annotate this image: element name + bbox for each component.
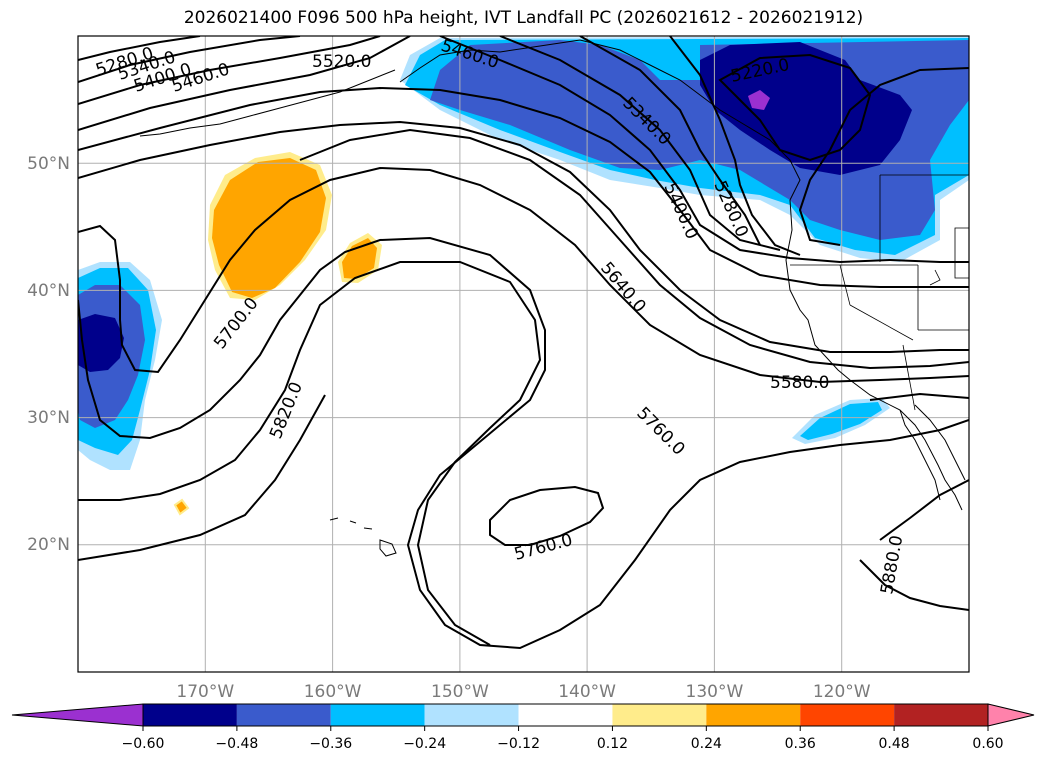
- colorbar-bin: [424, 704, 519, 726]
- contour-5880-east: [859, 559, 969, 611]
- contour-label: 5580.0: [770, 373, 829, 393]
- contour-5400-mid: [499, 36, 781, 251]
- ivt-positive-orange: [212, 158, 326, 298]
- colorbar-bin: [143, 704, 237, 726]
- colorbar-bin: [706, 704, 801, 726]
- hawaii-islands: [329, 517, 397, 557]
- contour-5700-east: [869, 392, 969, 401]
- lon-label: 140°W: [558, 682, 616, 702]
- colorbar: −0.60 −0.48 −0.36 −0.24 −0.12 0.12 0.24 0.36 0.4…: [11, 703, 1035, 752]
- gulf-of-california: [914, 404, 966, 481]
- colorbar-tick-label: 0.48: [879, 736, 910, 752]
- contour-5820: [78, 261, 542, 646]
- contour-5220-east: [798, 67, 969, 246]
- colorbar-tick-label: −0.36: [309, 736, 352, 752]
- colorbar-bin: [236, 704, 331, 726]
- colorbar-extend-low: [11, 703, 144, 727]
- contour-5280-mid: [669, 36, 801, 256]
- contour-5760-north: [78, 236, 969, 650]
- baja-peninsula: [899, 409, 941, 501]
- contour-5220: [718, 53, 872, 162]
- contour-5460-north: [78, 36, 411, 131]
- colorbar-bin: [800, 704, 895, 726]
- contour-label: 5520.0: [312, 52, 371, 72]
- height-contours: [78, 36, 969, 650]
- contour-5460-mid: [439, 36, 969, 264]
- contour-5340-mid: [579, 36, 761, 246]
- contour-5520: [78, 86, 969, 288]
- gridlines: [78, 36, 969, 672]
- colorbar-frame: [142, 703, 989, 727]
- ivt-west-dark-blue: [78, 314, 124, 372]
- contour-5880: [78, 394, 326, 561]
- colorbar-tick-label: 0.12: [597, 736, 628, 752]
- ivt-socal-cyan: [800, 402, 882, 440]
- lon-label: 130°W: [686, 682, 744, 702]
- lat-label: 40°N: [27, 281, 70, 301]
- colorbar-extend-high: [987, 703, 1035, 727]
- aleutian-chain: [139, 69, 396, 137]
- lon-label: 170°W: [176, 682, 234, 702]
- contour-5760-south: [489, 485, 605, 546]
- ivt-positive-tiny: [173, 498, 190, 516]
- ivt-region-dark-blue: [700, 42, 912, 175]
- ivt-region-purple: [748, 90, 770, 110]
- contour-5580: [78, 120, 969, 353]
- colorbar-tick-label: 0.24: [691, 736, 722, 752]
- lon-label: 120°W: [813, 682, 871, 702]
- plot-area: 5280.0 5340.0 5400.0 5460.0 5520.0 5460.…: [78, 36, 969, 672]
- colorbar-tick-label: −0.24: [403, 736, 446, 752]
- colorbar-tick-label: 0.60: [972, 736, 1003, 752]
- lat-label: 20°N: [27, 535, 70, 555]
- lat-label: 50°N: [27, 154, 70, 174]
- colorbar-bin: [330, 704, 425, 726]
- lon-label: 150°W: [431, 682, 489, 702]
- plot-frame: [77, 35, 970, 673]
- colorbar-bin: [894, 704, 988, 726]
- colorbar-tick-label: −0.12: [497, 736, 540, 752]
- colorbar-tick-label: −0.60: [122, 736, 165, 752]
- contour-5280-north: [78, 36, 201, 61]
- colorbar-tick-label: −0.48: [215, 736, 258, 752]
- colorbar-bin: [612, 704, 707, 726]
- contour-5340-north: [78, 36, 301, 83]
- contour-5640: [299, 128, 969, 370]
- colorbar-tick-label: 0.36: [785, 736, 816, 752]
- contour-5820-east: [879, 479, 969, 541]
- contour-5400-north: [78, 36, 381, 105]
- lon-labels: 170°W 160°W 150°W 140°W 130°W 120°W: [176, 682, 870, 702]
- colorbar-bin: [518, 704, 613, 726]
- lat-label: 30°N: [27, 408, 70, 428]
- map-title: 2026021400 F096 500 hPa height, IVT Land…: [183, 8, 864, 28]
- lat-labels: 50°N 40°N 30°N 20°N: [27, 154, 70, 555]
- ivt-positive-small-orange: [342, 238, 377, 279]
- lon-label: 160°W: [304, 682, 362, 702]
- contour-5700: [78, 166, 969, 384]
